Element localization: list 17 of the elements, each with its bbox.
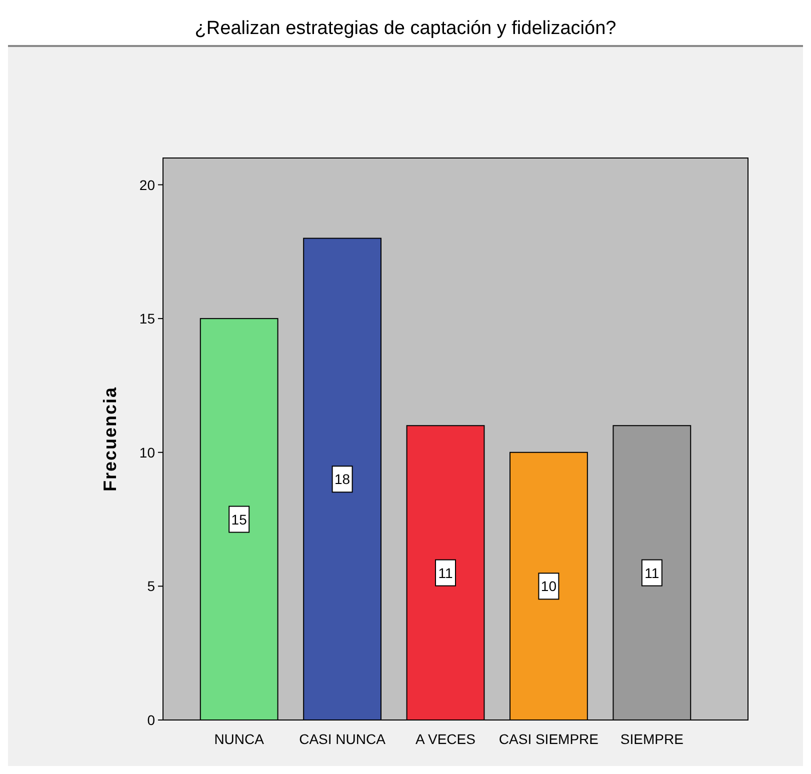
y-tick-label: 15 — [139, 310, 156, 327]
x-tick-label: A VECES — [416, 731, 476, 747]
y-tick-label: 20 — [139, 176, 156, 193]
y-tick-label: 10 — [139, 444, 156, 460]
y-tick-label: 5 — [147, 578, 156, 594]
y-axis-title: Frecuencia — [100, 386, 120, 492]
x-tick-label: CASI NUNCA — [299, 731, 386, 747]
y-tick-label: 0 — [147, 712, 156, 728]
chart-title: ¿Realizan estrategias de captación y fidelización? — [194, 18, 616, 39]
data-label: 18 — [334, 471, 350, 488]
x-tick-label: CASI SIEMPRE — [498, 731, 599, 747]
data-label: 10 — [540, 578, 557, 594]
x-tick-label: NUNCA — [214, 731, 265, 747]
x-tick-label: SIEMPRE — [620, 731, 684, 747]
data-label: 11 — [438, 564, 453, 581]
data-label: 15 — [231, 511, 248, 528]
data-label: 11 — [644, 564, 660, 581]
